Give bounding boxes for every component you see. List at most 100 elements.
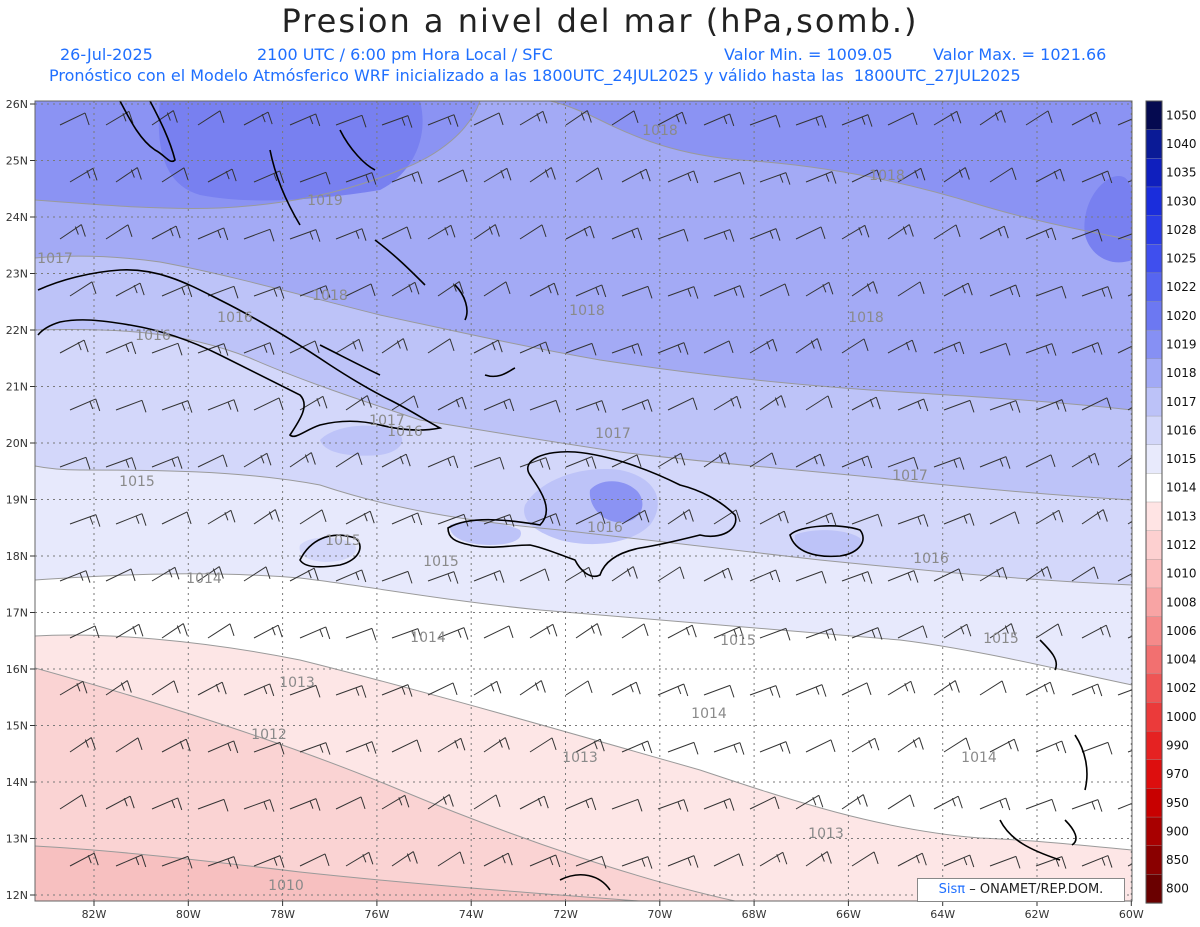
island-coastlines <box>269 129 1088 891</box>
wind-barb <box>621 168 651 183</box>
wind-barb <box>851 396 881 411</box>
wind-barb <box>335 569 367 583</box>
colorbar-label: 1012 <box>1166 538 1197 552</box>
isobars <box>35 101 1132 901</box>
colorbar-swatch <box>1145 158 1163 188</box>
lon-tick-label: 72W <box>553 908 578 921</box>
wind-barb <box>289 113 321 127</box>
wind-barb <box>207 740 239 754</box>
colorbar-label: 1015 <box>1166 452 1197 466</box>
wind-barb <box>197 798 229 812</box>
wind-barb <box>1081 397 1112 411</box>
wind-barb <box>69 167 98 183</box>
colorbar-swatch <box>1145 215 1163 245</box>
wind-barb <box>151 225 181 240</box>
colorbar-label: 1010 <box>1166 567 1197 581</box>
florida-coastline <box>119 101 176 163</box>
wind-barb <box>335 452 363 468</box>
wind-barb <box>427 114 459 127</box>
wind-barb <box>253 624 283 639</box>
wind-barb <box>1025 681 1055 696</box>
wind-barb <box>933 680 960 696</box>
contour-label: 1013 <box>808 826 844 842</box>
wind-barb <box>759 510 789 525</box>
colorbar-swatch <box>1145 244 1163 274</box>
high-pressure-cell <box>1084 176 1132 263</box>
wind-barb <box>713 171 745 185</box>
wind-barb <box>979 566 1008 582</box>
wind-barb <box>621 740 653 754</box>
wind-barb <box>243 799 275 812</box>
wind-barb <box>197 454 228 468</box>
wind-barb <box>841 794 868 810</box>
wind-barb <box>345 395 372 411</box>
colorbar-swatch <box>1145 501 1163 532</box>
wind-barb <box>943 737 971 753</box>
wind-barb <box>289 452 316 468</box>
colorbar-swatch <box>1145 473 1163 503</box>
colorbar-swatch <box>1145 358 1163 389</box>
wind-barb <box>1035 856 1067 869</box>
wind-barb <box>989 855 1021 869</box>
wind-barb <box>1025 454 1056 468</box>
wind-barb <box>979 342 1011 356</box>
wind-barb <box>1117 456 1132 468</box>
contour-label: 1018 <box>642 123 678 139</box>
contour-label: 1018 <box>869 168 905 184</box>
wind-barb <box>1117 345 1132 354</box>
wind-barb <box>115 167 142 183</box>
max-value: Valor Max. = 1021.66 <box>933 45 1107 64</box>
lon-tick-label: 76W <box>364 908 389 921</box>
wind-barb <box>335 228 367 241</box>
wind-barb <box>841 455 873 469</box>
wind-barb <box>749 338 778 354</box>
wind-barb <box>611 454 642 468</box>
wind-barb <box>703 452 730 468</box>
wind-barb <box>299 171 331 185</box>
wind-barb <box>703 684 735 698</box>
wind-barb <box>299 742 331 755</box>
wind-barb <box>59 680 88 696</box>
wind-barb <box>943 167 970 183</box>
map-frame <box>34 100 1133 902</box>
wind-barb <box>841 682 872 696</box>
wind-barb <box>759 627 791 641</box>
wind-barb <box>667 170 699 184</box>
wind-barb <box>207 509 236 525</box>
lat-tick-label: 21N <box>6 381 28 394</box>
wind-barb <box>565 110 592 126</box>
contour-label: 1016 <box>587 520 623 536</box>
wind-barb <box>575 400 607 413</box>
wind-barb <box>207 168 237 183</box>
colorbar-frame <box>1145 100 1163 904</box>
wind-barb <box>713 395 742 411</box>
wind-barb <box>841 338 869 354</box>
wind-barb <box>657 799 689 812</box>
wind-barb <box>437 851 465 867</box>
wind-barb <box>253 741 285 755</box>
wind-barb <box>1025 343 1057 356</box>
wind-barb <box>391 395 419 411</box>
wind-barb <box>713 285 745 298</box>
wind-barb <box>611 681 641 696</box>
wind-barb <box>69 514 101 527</box>
wind-barb <box>299 285 331 298</box>
wind-barb <box>59 570 91 583</box>
wind-barb <box>795 338 822 354</box>
wind-barb <box>381 115 413 128</box>
wind-barb <box>611 110 639 126</box>
cuba-cell <box>320 425 403 456</box>
colorbar-label: 1018 <box>1166 366 1197 380</box>
wind-barb <box>473 112 504 126</box>
wind-barb <box>161 738 191 753</box>
wind-barb <box>1071 683 1103 697</box>
wind-barb <box>1035 509 1064 525</box>
wind-barb <box>529 513 561 526</box>
wind-barb <box>1071 342 1103 355</box>
colorbar-label: 1014 <box>1166 481 1197 495</box>
lat-tick-label: 13N <box>6 833 28 846</box>
wind-barb <box>105 341 137 355</box>
colorbar-swatch <box>1145 587 1163 618</box>
puerto-rico-cell <box>794 530 861 556</box>
